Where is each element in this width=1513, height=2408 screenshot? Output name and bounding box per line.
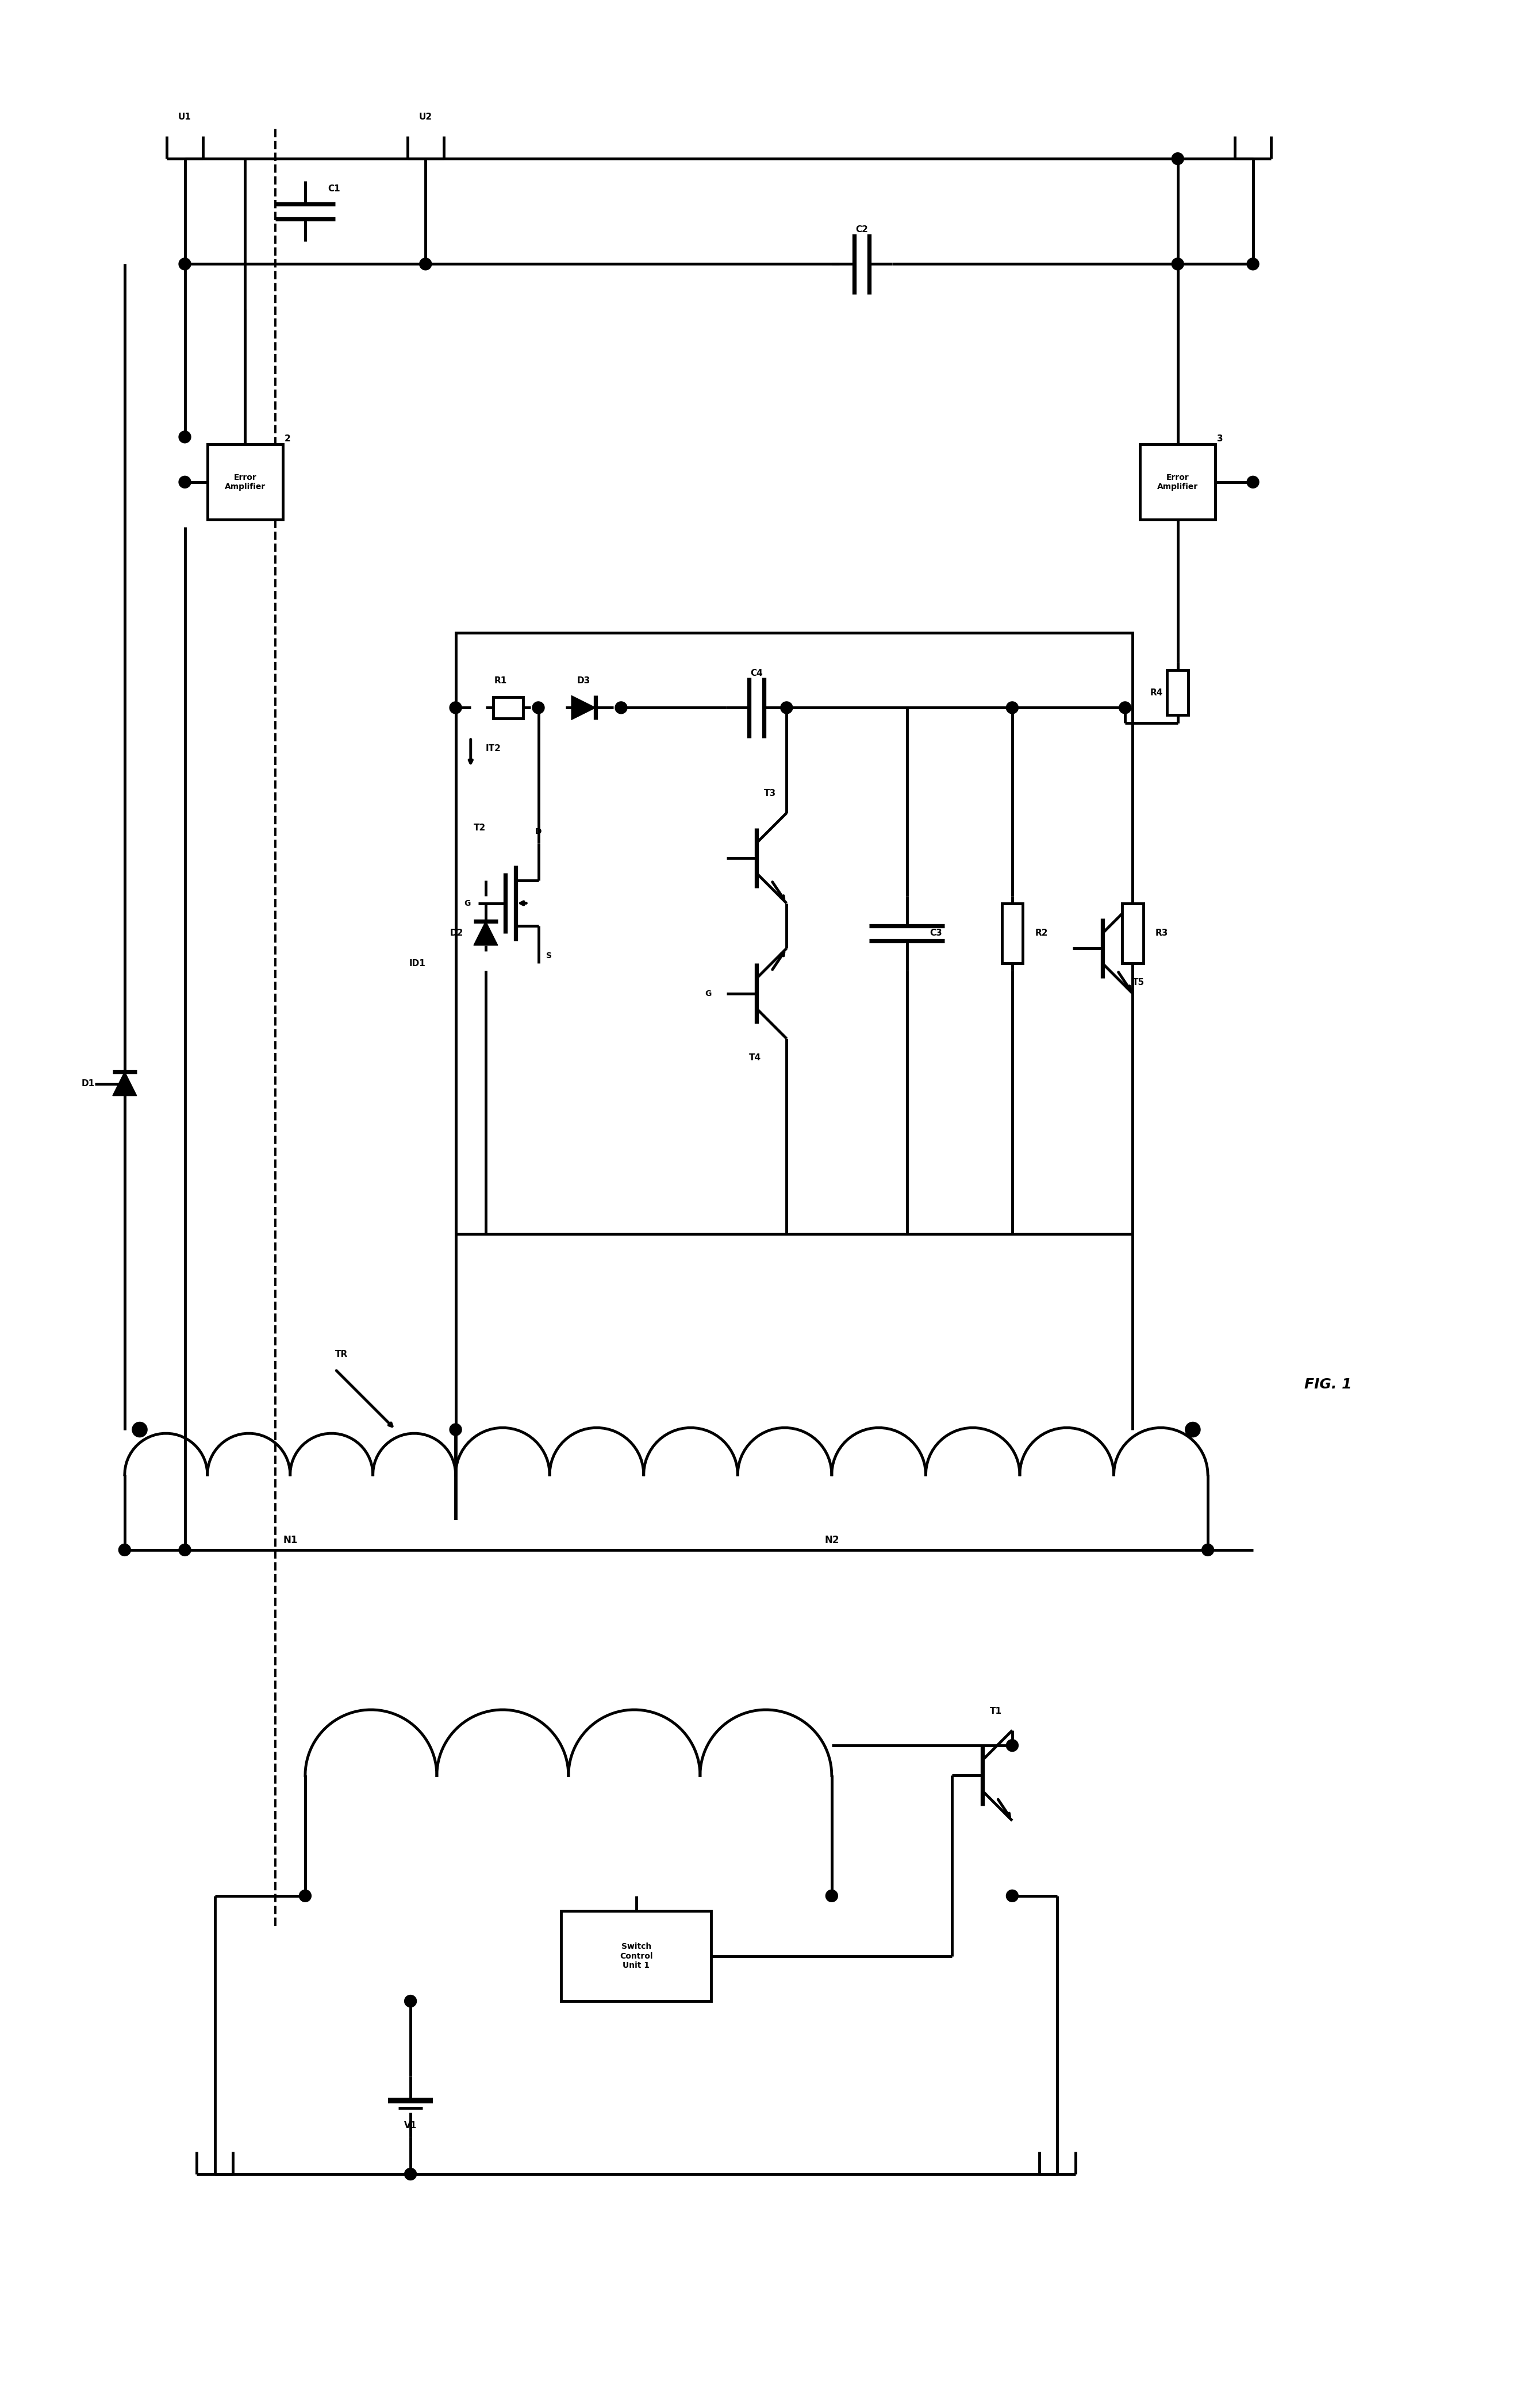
Circle shape	[300, 1890, 312, 1902]
Text: R2: R2	[1035, 929, 1047, 937]
Circle shape	[132, 1423, 147, 1438]
Circle shape	[1006, 1739, 1018, 1751]
Text: T3: T3	[764, 790, 776, 797]
Text: N2: N2	[825, 1534, 840, 1546]
Polygon shape	[474, 922, 498, 946]
Circle shape	[1171, 258, 1183, 270]
Text: C3: C3	[929, 929, 943, 937]
FancyBboxPatch shape	[1141, 445, 1215, 520]
Text: G: G	[464, 898, 471, 908]
Circle shape	[404, 2167, 416, 2179]
Circle shape	[1171, 152, 1183, 164]
Circle shape	[118, 1544, 130, 1556]
Text: T1: T1	[990, 1707, 1002, 1714]
FancyBboxPatch shape	[561, 1912, 711, 2001]
Text: C2: C2	[855, 226, 868, 234]
Text: C4: C4	[750, 669, 763, 677]
Text: Error
Amplifier: Error Amplifier	[224, 474, 265, 491]
FancyBboxPatch shape	[1002, 903, 1023, 963]
Text: R1: R1	[495, 677, 507, 686]
Text: Error
Amplifier: Error Amplifier	[1157, 474, 1198, 491]
Text: D: D	[536, 828, 542, 836]
Text: R4: R4	[1150, 689, 1162, 696]
FancyBboxPatch shape	[1123, 903, 1144, 963]
Text: D2: D2	[449, 929, 463, 937]
Text: T2: T2	[474, 824, 486, 833]
Polygon shape	[572, 696, 596, 720]
FancyBboxPatch shape	[207, 445, 283, 520]
Text: G: G	[705, 990, 711, 997]
FancyBboxPatch shape	[1167, 669, 1188, 715]
Circle shape	[1247, 258, 1259, 270]
Circle shape	[179, 1544, 191, 1556]
Text: S: S	[546, 951, 552, 961]
Circle shape	[1185, 1423, 1200, 1438]
FancyBboxPatch shape	[455, 633, 1133, 1233]
Polygon shape	[112, 1072, 136, 1096]
Text: N1: N1	[283, 1534, 298, 1546]
Text: V1: V1	[404, 2121, 418, 2131]
Circle shape	[404, 1996, 416, 2008]
Circle shape	[826, 1890, 838, 1902]
Text: C1: C1	[328, 185, 340, 193]
Text: 2: 2	[284, 433, 290, 443]
Text: U1: U1	[179, 113, 192, 120]
Text: U2: U2	[419, 113, 433, 120]
Text: IT2: IT2	[486, 744, 501, 754]
Circle shape	[781, 701, 793, 713]
Text: D3: D3	[576, 677, 590, 686]
Text: ID1: ID1	[409, 958, 425, 968]
Text: TR: TR	[336, 1351, 348, 1358]
Circle shape	[1006, 701, 1018, 713]
Circle shape	[449, 1423, 461, 1435]
Circle shape	[1120, 701, 1132, 713]
Circle shape	[449, 701, 461, 713]
Circle shape	[179, 477, 191, 489]
Circle shape	[179, 431, 191, 443]
Text: R3: R3	[1154, 929, 1168, 937]
Circle shape	[1201, 1544, 1213, 1556]
Circle shape	[1247, 477, 1259, 489]
Text: Switch
Control
Unit 1: Switch Control Unit 1	[620, 1943, 652, 1970]
Text: T4: T4	[749, 1055, 761, 1062]
Text: T5: T5	[1133, 978, 1145, 987]
Circle shape	[533, 701, 545, 713]
Text: FIG. 1: FIG. 1	[1304, 1377, 1353, 1392]
FancyBboxPatch shape	[493, 698, 523, 718]
Circle shape	[1006, 1890, 1018, 1902]
Circle shape	[419, 258, 431, 270]
Circle shape	[179, 258, 191, 270]
Circle shape	[616, 701, 626, 713]
Text: D1: D1	[82, 1079, 95, 1088]
Text: 3: 3	[1216, 433, 1223, 443]
